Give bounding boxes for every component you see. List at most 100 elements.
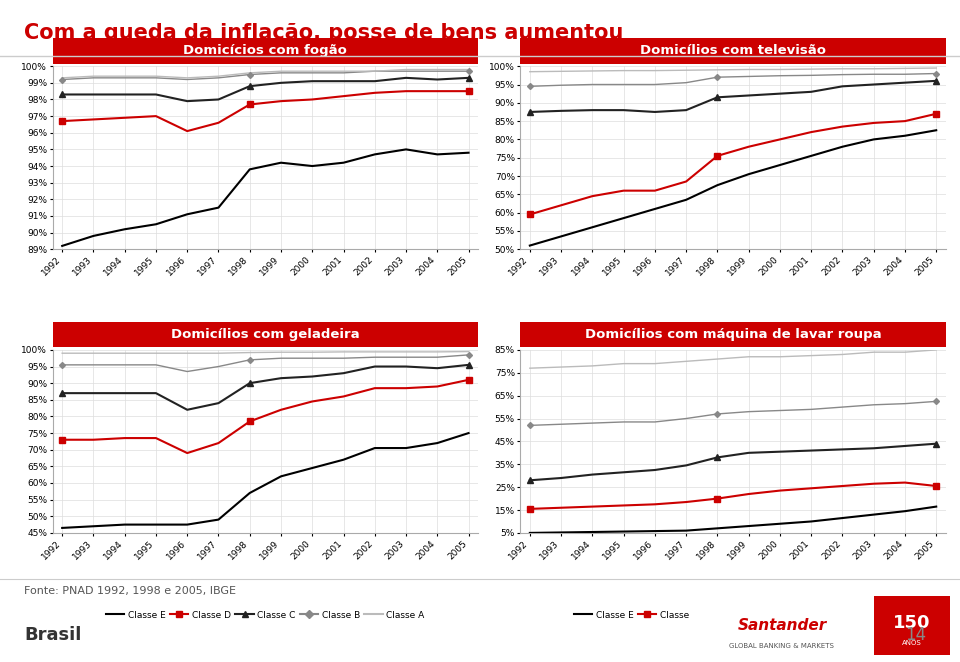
Classe D: [774, 487, 785, 495]
Classe B: [276, 354, 287, 362]
Classe B: [930, 70, 942, 77]
Classe B: [213, 74, 225, 82]
Classe E: [837, 514, 849, 522]
Classe C: [868, 81, 879, 89]
Classe D: [711, 495, 723, 502]
Classe B: [555, 81, 566, 89]
Classe D: [524, 505, 536, 513]
Legend: Classe E, Classe D, Classe C, Classe B, Classe A: Classe E, Classe D, Classe C, Classe B, …: [570, 607, 896, 623]
Classe A: [618, 359, 630, 367]
Classe C: [774, 89, 785, 97]
Line: Classe A: Classe A: [530, 68, 936, 71]
Classe C: [649, 466, 660, 474]
Classe B: [400, 68, 412, 75]
Classe D: [805, 128, 817, 136]
Classe E: [711, 181, 723, 189]
Classe B: [711, 73, 723, 81]
Classe A: [369, 68, 380, 75]
Classe D: [400, 87, 412, 95]
Classe E: [369, 150, 380, 158]
Classe B: [681, 79, 692, 87]
Classe A: [181, 74, 193, 82]
Classe E: [244, 166, 255, 173]
Classe C: [150, 91, 161, 99]
Classe B: [681, 414, 692, 422]
Classe B: [837, 403, 849, 411]
Classe B: [774, 71, 785, 79]
Text: Com a queda da inflação, posse de bens aumentou: Com a queda da inflação, posse de bens a…: [24, 23, 623, 43]
Classe C: [400, 363, 412, 371]
Classe A: [837, 350, 849, 358]
Classe C: [369, 363, 380, 371]
Classe E: [400, 146, 412, 154]
Classe E: [181, 520, 193, 528]
Classe D: [681, 498, 692, 506]
Classe E: [743, 522, 755, 530]
Line: Classe C: Classe C: [62, 78, 468, 101]
Classe E: [649, 527, 660, 535]
Classe A: [87, 350, 99, 357]
Classe D: [837, 482, 849, 490]
Classe C: [805, 88, 817, 96]
Classe B: [432, 354, 444, 361]
Classe D: [369, 384, 380, 392]
Classe B: [805, 71, 817, 79]
Classe B: [618, 81, 630, 89]
Classe E: [87, 232, 99, 240]
Classe C: [900, 442, 911, 450]
Classe D: [868, 480, 879, 488]
Classe E: [837, 143, 849, 151]
Classe E: [805, 518, 817, 526]
Classe B: [805, 405, 817, 413]
Classe A: [119, 72, 131, 80]
Legend: Classe E, Classe D, Classe C, Classe B, Classe A: Classe E, Classe D, Classe C, Classe B, …: [103, 323, 428, 340]
Classe B: [369, 354, 380, 361]
Line: Classe E: Classe E: [530, 506, 936, 533]
Classe A: [649, 67, 660, 75]
Classe A: [900, 348, 911, 356]
Classe D: [213, 439, 225, 447]
Classe B: [338, 354, 349, 362]
Classe D: [87, 436, 99, 444]
Classe E: [276, 159, 287, 167]
Classe B: [711, 410, 723, 418]
Classe E: [57, 524, 68, 532]
Classe B: [930, 397, 942, 405]
Text: Domicícios com fogão: Domicícios com fogão: [183, 44, 348, 58]
Classe A: [555, 68, 566, 75]
Classe C: [711, 93, 723, 101]
Classe D: [463, 87, 474, 95]
Classe E: [711, 524, 723, 532]
Line: Classe C: Classe C: [530, 444, 936, 481]
Classe D: [900, 479, 911, 487]
Classe C: [837, 82, 849, 90]
Classe D: [244, 418, 255, 426]
Classe A: [463, 66, 474, 73]
Classe D: [900, 117, 911, 125]
Classe C: [338, 369, 349, 377]
Classe B: [743, 72, 755, 80]
Classe B: [119, 361, 131, 369]
Classe C: [306, 373, 318, 381]
Classe D: [618, 187, 630, 195]
Classe C: [306, 77, 318, 85]
Classe C: [400, 74, 412, 82]
Classe E: [369, 444, 380, 452]
Classe C: [681, 106, 692, 114]
Classe C: [868, 444, 879, 452]
Classe C: [618, 468, 630, 476]
Classe D: [87, 115, 99, 123]
Line: Classe D: Classe D: [62, 91, 468, 131]
Text: ANOS: ANOS: [902, 640, 922, 646]
Classe C: [618, 106, 630, 114]
Classe D: [181, 127, 193, 135]
Classe D: [524, 211, 536, 218]
Classe C: [711, 453, 723, 461]
Classe C: [338, 77, 349, 85]
Classe D: [432, 87, 444, 95]
Classe A: [587, 67, 598, 75]
Classe A: [276, 348, 287, 356]
Classe C: [743, 449, 755, 457]
Classe A: [900, 64, 911, 72]
Classe A: [338, 68, 349, 75]
